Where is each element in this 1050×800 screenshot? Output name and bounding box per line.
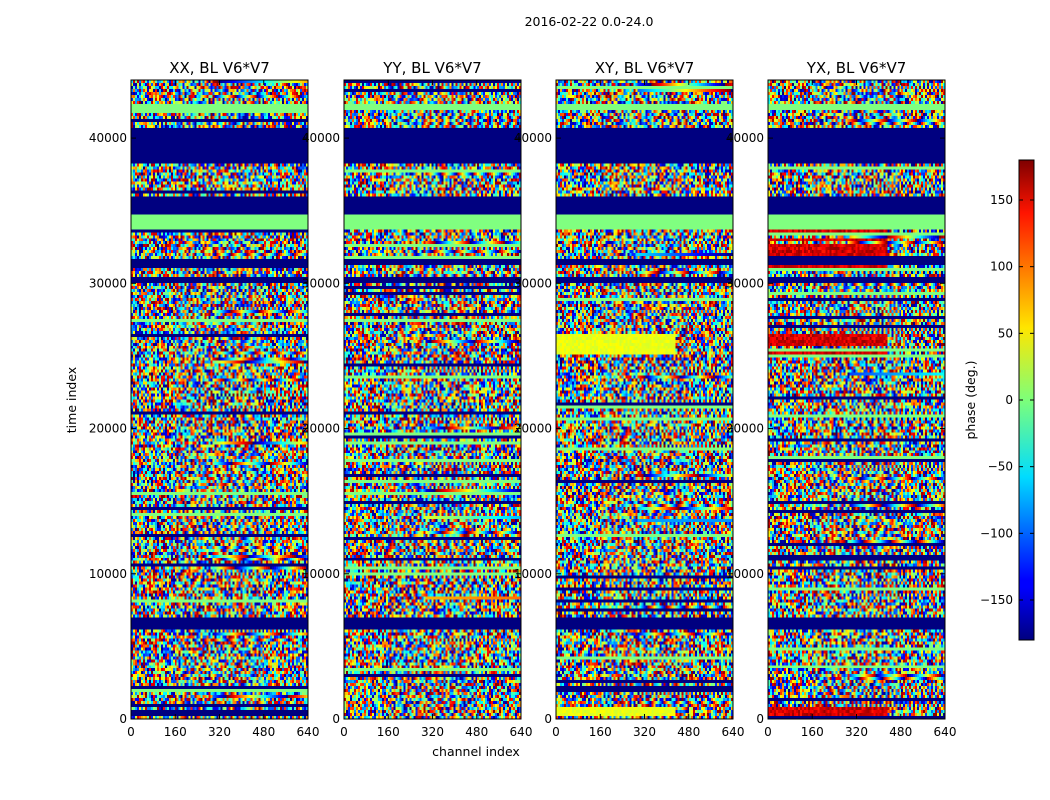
x-tick-label: 480 [677, 725, 700, 739]
y-tick-label: 30000 [514, 276, 552, 290]
y-tick-label: 30000 [302, 276, 340, 290]
phase-heatmap-yy [344, 80, 521, 719]
x-tick-label: 640 [934, 725, 957, 739]
colorbar-tick-label: 150 [990, 193, 1013, 207]
y-tick-label: 40000 [726, 131, 764, 145]
y-tick-label: 40000 [302, 131, 340, 145]
y-tick-label: 40000 [514, 131, 552, 145]
x-tick-label: 480 [889, 725, 912, 739]
x-tick-label: 640 [722, 725, 745, 739]
y-tick-label: 0 [756, 712, 764, 726]
panel-title: XX, BL V6*V7 [169, 59, 270, 77]
panel-title: YX, BL V6*V7 [806, 59, 907, 77]
panel-yy: YY, BL V6*V7 0 160 320 480 640 0 10000 20000 3000… [302, 59, 533, 739]
phase-heatmap-xx [131, 80, 308, 719]
x-tick-label: 0 [340, 725, 348, 739]
y-tick-label: 0 [332, 712, 340, 726]
x-tick-label: 0 [552, 725, 560, 739]
colorbar-tick-label: 50 [998, 326, 1013, 340]
x-tick-label: 320 [845, 725, 868, 739]
colorbar-tick-label: 0 [1005, 393, 1013, 407]
panel-title: YY, BL V6*V7 [382, 59, 481, 77]
x-tick-label: 0 [764, 725, 772, 739]
y-tick-label: 20000 [726, 422, 764, 436]
x-tick-label: 640 [297, 725, 320, 739]
x-tick-label: 160 [164, 725, 187, 739]
colorbar-label: phase (deg.) [963, 361, 978, 440]
y-tick-label: 30000 [726, 276, 764, 290]
x-tick-label: 160 [801, 725, 824, 739]
y-tick-label: 10000 [89, 567, 127, 581]
panel-yx: YX, BL V6*V7 0 160 320 480 640 0 10000 20000 3000… [726, 59, 957, 739]
colorbar-tick-label: −50 [988, 460, 1013, 474]
x-tick-label: 160 [589, 725, 612, 739]
y-tick-label: 40000 [89, 131, 127, 145]
y-tick-label: 10000 [302, 567, 340, 581]
figure-title: 2016-02-22 0.0-24.0 [524, 14, 654, 29]
y-tick-label: 30000 [89, 276, 127, 290]
x-tick-label: 320 [208, 725, 231, 739]
y-tick-label: 20000 [89, 422, 127, 436]
x-tick-label: 320 [421, 725, 444, 739]
x-tick-label: 0 [127, 725, 135, 739]
y-tick-label: 20000 [514, 422, 552, 436]
colorbar-tick-label: −150 [980, 593, 1013, 607]
y-tick-label: 0 [119, 712, 127, 726]
panel-title: XY, BL V6*V7 [595, 59, 695, 77]
y-tick-label: 20000 [302, 422, 340, 436]
phase-heatmap-xy [556, 80, 733, 719]
phase-heatmap-yx [768, 80, 945, 719]
panel-xx: XX, BL V6*V7 0 160 320 480 640 0 10000 20000 3000… [89, 59, 320, 739]
x-tick-label: 640 [510, 725, 533, 739]
colorbar-tick-label: 100 [990, 260, 1013, 274]
x-tick-label: 160 [377, 725, 400, 739]
y-tick-label: 10000 [726, 567, 764, 581]
x-tick-label: 480 [465, 725, 488, 739]
colorbar: 150 100 50 0 −50 −100 −150 phase (deg.) [963, 159, 1035, 641]
y-axis-label: time index [64, 367, 79, 433]
x-tick-label: 320 [633, 725, 656, 739]
y-tick-label: 0 [544, 712, 552, 726]
x-tick-label: 480 [252, 725, 275, 739]
y-tick-label: 10000 [514, 567, 552, 581]
x-axis-label: channel index [432, 744, 520, 759]
colorbar-tick-label: −100 [980, 526, 1013, 540]
panel-xy: XY, BL V6*V7 0 160 320 480 640 0 10000 20000 3000… [514, 59, 745, 739]
